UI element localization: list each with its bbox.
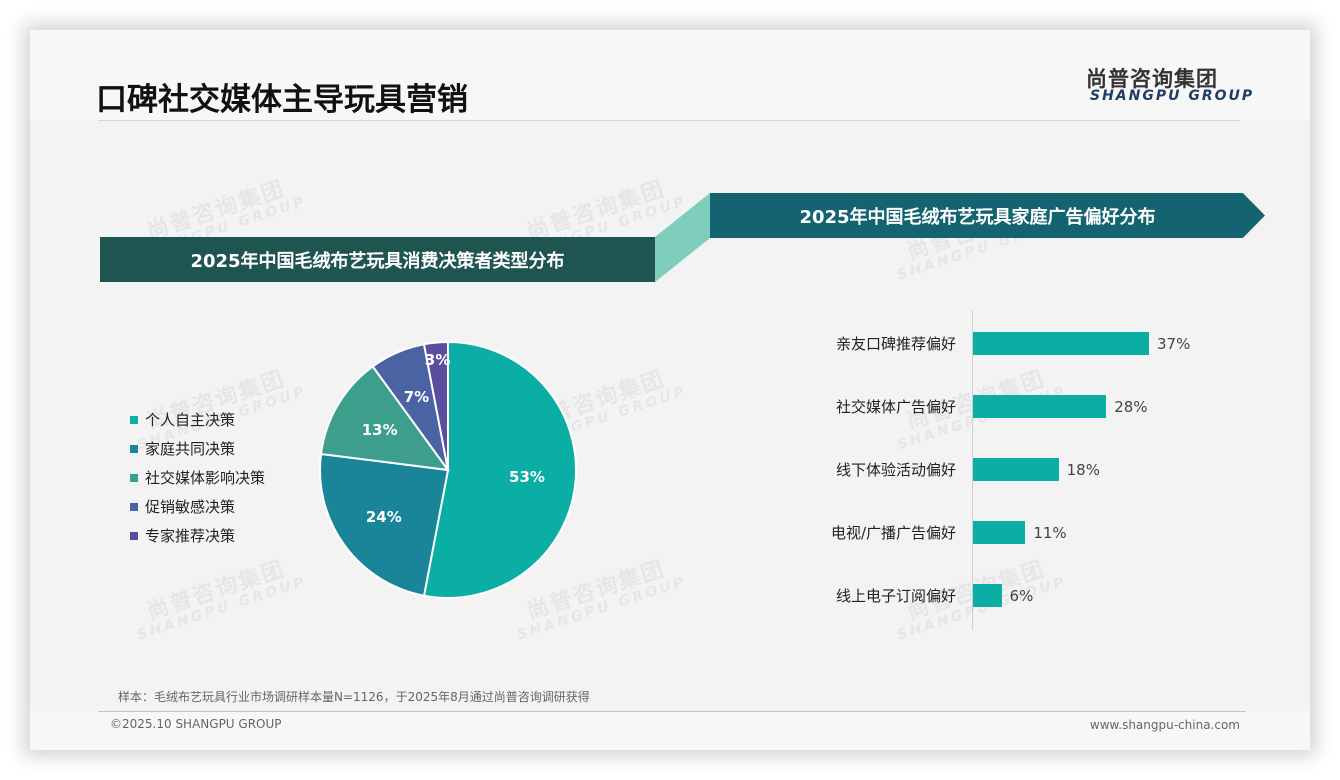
- bar: [973, 332, 1149, 355]
- pie-legend: 个人自主决策 家庭共同决策社交媒体影响决策 促销敏感决策 专家推荐决策: [130, 405, 265, 550]
- pie-slice-label: 3%: [424, 351, 451, 370]
- legend-item: 专家推荐决策: [130, 521, 265, 550]
- bar-category-label: 亲友口碑推荐偏好: [835, 335, 956, 353]
- pie-slice-label: 24%: [365, 507, 402, 526]
- legend-label: 社交媒体影响决策: [145, 469, 266, 487]
- logo-chinese: 尚普咨询集团: [1086, 67, 1218, 91]
- bar: [973, 458, 1059, 481]
- logo-english: SHANGPU GROUP: [1090, 88, 1255, 104]
- footer-band: [30, 711, 1310, 750]
- bar-category-label: 线上电子订阅偏好: [835, 587, 956, 605]
- left-chart-title: 2025年中国毛绒布艺玩具消费决策者类型分布: [190, 250, 565, 272]
- bar-row: 电视/广播广告偏好 11%: [790, 521, 1270, 545]
- legend-label: 促销敏感决策: [145, 498, 236, 516]
- legend-item: 个人自主决策: [130, 405, 265, 434]
- bar-row: 亲友口碑推荐偏好 37%: [790, 332, 1270, 356]
- pie-slice: [422, 340, 577, 599]
- page-title: 口碑社交媒体主导玩具营销: [96, 82, 468, 118]
- header-band: [30, 30, 1310, 120]
- bar-value-label: 6%: [1009, 587, 1034, 605]
- bar-value-label: 18%: [1066, 461, 1100, 479]
- bar-category-label: 社交媒体广告偏好: [835, 398, 956, 416]
- website-link[interactable]: www.shangpu-china.com: [1089, 718, 1240, 732]
- right-chart-title: 2025年中国毛绒布艺玩具家庭广告偏好分布: [799, 206, 1156, 228]
- right-chart-title-banner: 2025年中国毛绒布艺玩具家庭广告偏好分布: [710, 193, 1265, 238]
- legend-swatch-icon: [130, 502, 138, 511]
- legend-swatch-icon: [130, 473, 138, 482]
- copyright: ©2025.10 SHANGPU GROUP: [110, 717, 282, 731]
- bar-category-label: 电视/广播广告偏好: [830, 524, 956, 542]
- legend-label: 个人自主决策: [145, 411, 236, 429]
- legend-item: 家庭共同决策: [130, 434, 265, 463]
- title-divider: [98, 120, 1240, 121]
- bar: [973, 395, 1107, 418]
- legend-label: 家庭共同决策: [145, 440, 236, 458]
- pie-slice: [422, 340, 449, 471]
- footer-divider: [98, 711, 1246, 712]
- banner-connector-shape: [655, 193, 710, 282]
- bar-value-label: 11%: [1033, 524, 1067, 542]
- legend-label: 专家推荐决策: [145, 527, 236, 545]
- legend-item: 社交媒体影响决策: [130, 463, 265, 492]
- legend-item: 促销敏感决策: [130, 492, 265, 521]
- bar-chart: 亲友口碑推荐偏好 37% 社交媒体广告偏好 28% 线下体验活动偏好 18% 电视/广播广告…: [790, 310, 1270, 640]
- sample-note: 样本：毛绒布艺玩具行业市场调研样本量N=1126，于2025年8月通过尚普咨询调…: [118, 690, 590, 704]
- pie-slice-label: 53%: [509, 468, 545, 487]
- bar: [973, 584, 1002, 607]
- legend-swatch-icon: [130, 415, 138, 424]
- legend-swatch-icon: [130, 444, 138, 453]
- bar-value-label: 37%: [1157, 335, 1191, 353]
- bar-row: 社交媒体广告偏好 28%: [790, 395, 1270, 419]
- slide: 口碑社交媒体主导玩具营销 尚普咨询集团 SHANGPU GROUP 尚普咨询集团…: [30, 30, 1310, 750]
- left-chart-title-banner: 2025年中国毛绒布艺玩具消费决策者类型分布: [100, 237, 655, 282]
- bar-axis-line: [972, 310, 973, 630]
- pie-slice-label: 7%: [403, 388, 430, 407]
- pie-slice-label: 13%: [361, 420, 398, 439]
- bar-category-label: 线下体验活动偏好: [835, 461, 956, 479]
- bar: [973, 521, 1026, 544]
- pie-chart: 53% 24% 13% 7% 3%: [318, 340, 578, 600]
- bar-value-label: 28%: [1114, 398, 1148, 416]
- legend-swatch-icon: [130, 531, 138, 540]
- pie-slice: [319, 365, 451, 472]
- pie-slice: [319, 452, 450, 597]
- bar-row: 线上电子订阅偏好 6%: [790, 584, 1270, 608]
- bar-row: 线下体验活动偏好 18%: [790, 458, 1270, 482]
